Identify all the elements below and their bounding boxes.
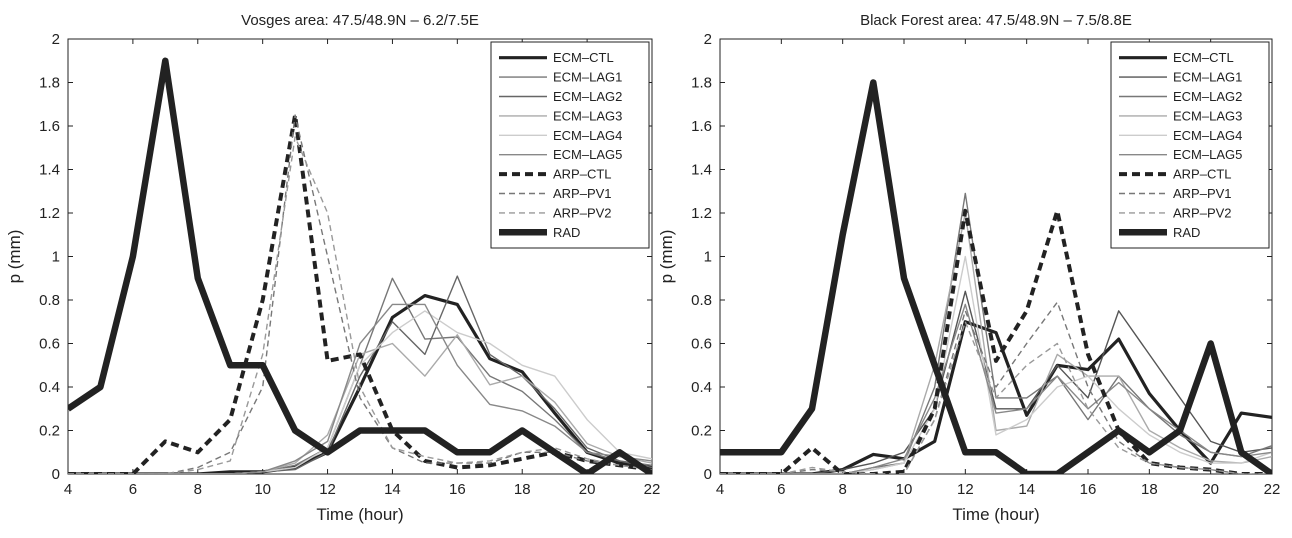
y-tick-label: 1: [52, 249, 60, 266]
y-tick-label: 1.8: [39, 75, 60, 92]
series-line-10: [68, 57, 652, 474]
x-tick-label: 22: [1264, 481, 1281, 498]
y-tick-label: 1.2: [691, 205, 712, 222]
y-tick-label: 0.8: [691, 292, 712, 309]
x-tick-label: 20: [579, 481, 596, 498]
x-tick-label: 22: [644, 481, 661, 498]
series-line-2: [720, 290, 1272, 474]
series-group: [720, 79, 1272, 474]
y-tick-label: 1.4: [691, 162, 712, 179]
legend-label: RAD: [1173, 225, 1200, 240]
legend-label: ECM–CTL: [553, 50, 614, 65]
series-line-5: [720, 255, 1272, 474]
legend-label: ECM–LAG3: [1173, 108, 1242, 123]
x-tick-label: 4: [716, 481, 724, 498]
x-tick-label: 4: [64, 481, 72, 498]
series-line-8: [720, 301, 1272, 474]
legend-label: ARP–PV1: [1173, 186, 1232, 201]
legend-label: ECM–LAG2: [553, 89, 622, 104]
chart-2: 4 6 8 10 12 14 16 18 20 22 0 0.2 0.4 0.6 0.8 1 1.2 1.4 1.6…: [657, 12, 1280, 524]
y-tick-label: 0.2: [39, 423, 60, 440]
y-tick-label: 0.4: [691, 379, 712, 396]
x-tick-label: 14: [384, 481, 401, 498]
y-tick-label: 0.6: [691, 336, 712, 353]
x-tick-label: 6: [129, 481, 137, 498]
legend-label: ECM–CTL: [1173, 50, 1234, 65]
y-axis-label: p (mm): [657, 230, 676, 284]
legend-label: ARP–PV2: [1173, 205, 1232, 220]
x-tick-label: 6: [777, 481, 785, 498]
y-tick-label: 0: [52, 466, 60, 483]
y-tick-label: 0: [704, 466, 712, 483]
legend-label: ECM–LAG5: [553, 147, 622, 162]
chart-title: Black Forest area: 47.5/48.9N – 7.5/8.8E: [860, 12, 1132, 29]
y-tick-label: 1.2: [39, 205, 60, 222]
series-group: [68, 57, 652, 474]
chart-1: 4 6 8 10 12 14 16 18 20 22 0 0.2 0.4 0.6 0.8 1 1.2 1.4 1.6…: [5, 12, 660, 524]
y-tick-label: 0.8: [39, 292, 60, 309]
x-axis-label: Time (hour): [316, 505, 403, 524]
y-tick-label: 1: [704, 249, 712, 266]
legend-box: [490, 41, 650, 249]
legend-label: ARP–CTL: [1173, 167, 1232, 182]
legend-label: ECM–LAG4: [1173, 128, 1242, 143]
legend-label: ARP–CTL: [553, 167, 612, 182]
series-line-4: [720, 212, 1272, 474]
legend-label: ECM–LAG4: [553, 128, 622, 143]
series-line-5: [68, 310, 652, 474]
legend-label: ECM–LAG3: [553, 108, 622, 123]
x-tick-label: 10: [896, 481, 913, 498]
x-tick-label: 10: [254, 481, 271, 498]
y-tick-label: 0.2: [691, 423, 712, 440]
x-tick-label: 8: [194, 481, 202, 498]
x-tick-label: 12: [957, 481, 974, 498]
x-tick-label: 14: [1018, 481, 1035, 498]
y-tick-label: 0.4: [39, 379, 60, 396]
chart-title: Vosges area: 47.5/48.9N – 6.2/7.5E: [241, 12, 479, 29]
x-tick-label: 12: [319, 481, 336, 498]
legend-label: ECM–LAG2: [1173, 89, 1242, 104]
y-axis-label: p (mm): [5, 230, 24, 284]
y-tick-label: 2: [52, 31, 60, 48]
x-tick-label: 16: [1080, 481, 1097, 498]
y-tick-label: 1.6: [39, 118, 60, 135]
series-line-6: [68, 303, 652, 474]
legend: ECM–CTL ECM–LAG1 ECM–LAG2 ECM–LAG3 ECM–LAG4 E…: [1110, 41, 1270, 249]
series-line-3: [68, 275, 652, 474]
x-tick-label: 20: [1202, 481, 1219, 498]
x-tick-label: 8: [838, 481, 846, 498]
series-line-9: [68, 136, 652, 474]
legend: ECM–CTL ECM–LAG1 ECM–LAG2 ECM–LAG3 ECM–LAG4 E…: [490, 41, 650, 249]
y-tick-label: 1.8: [691, 75, 712, 92]
legend-label: ECM–LAG5: [1173, 147, 1242, 162]
x-axis-label: Time (hour): [952, 505, 1039, 524]
y-tick-label: 0.6: [39, 336, 60, 353]
legend-label: ECM–LAG1: [1173, 70, 1242, 85]
y-tick-label: 2: [704, 31, 712, 48]
legend-label: RAD: [553, 225, 580, 240]
legend-label: ECM–LAG1: [553, 70, 622, 85]
series-line-10: [720, 79, 1272, 474]
x-tick-label: 16: [449, 481, 466, 498]
series-line-9: [720, 321, 1272, 474]
legend-label: ARP–PV2: [553, 205, 612, 220]
x-tick-label: 18: [514, 481, 531, 498]
x-tick-label: 18: [1141, 481, 1158, 498]
legend-box: [1110, 41, 1270, 249]
y-tick-label: 1.4: [39, 162, 60, 179]
legend-label: ARP–PV1: [553, 186, 612, 201]
y-tick-label: 1.6: [691, 118, 712, 135]
